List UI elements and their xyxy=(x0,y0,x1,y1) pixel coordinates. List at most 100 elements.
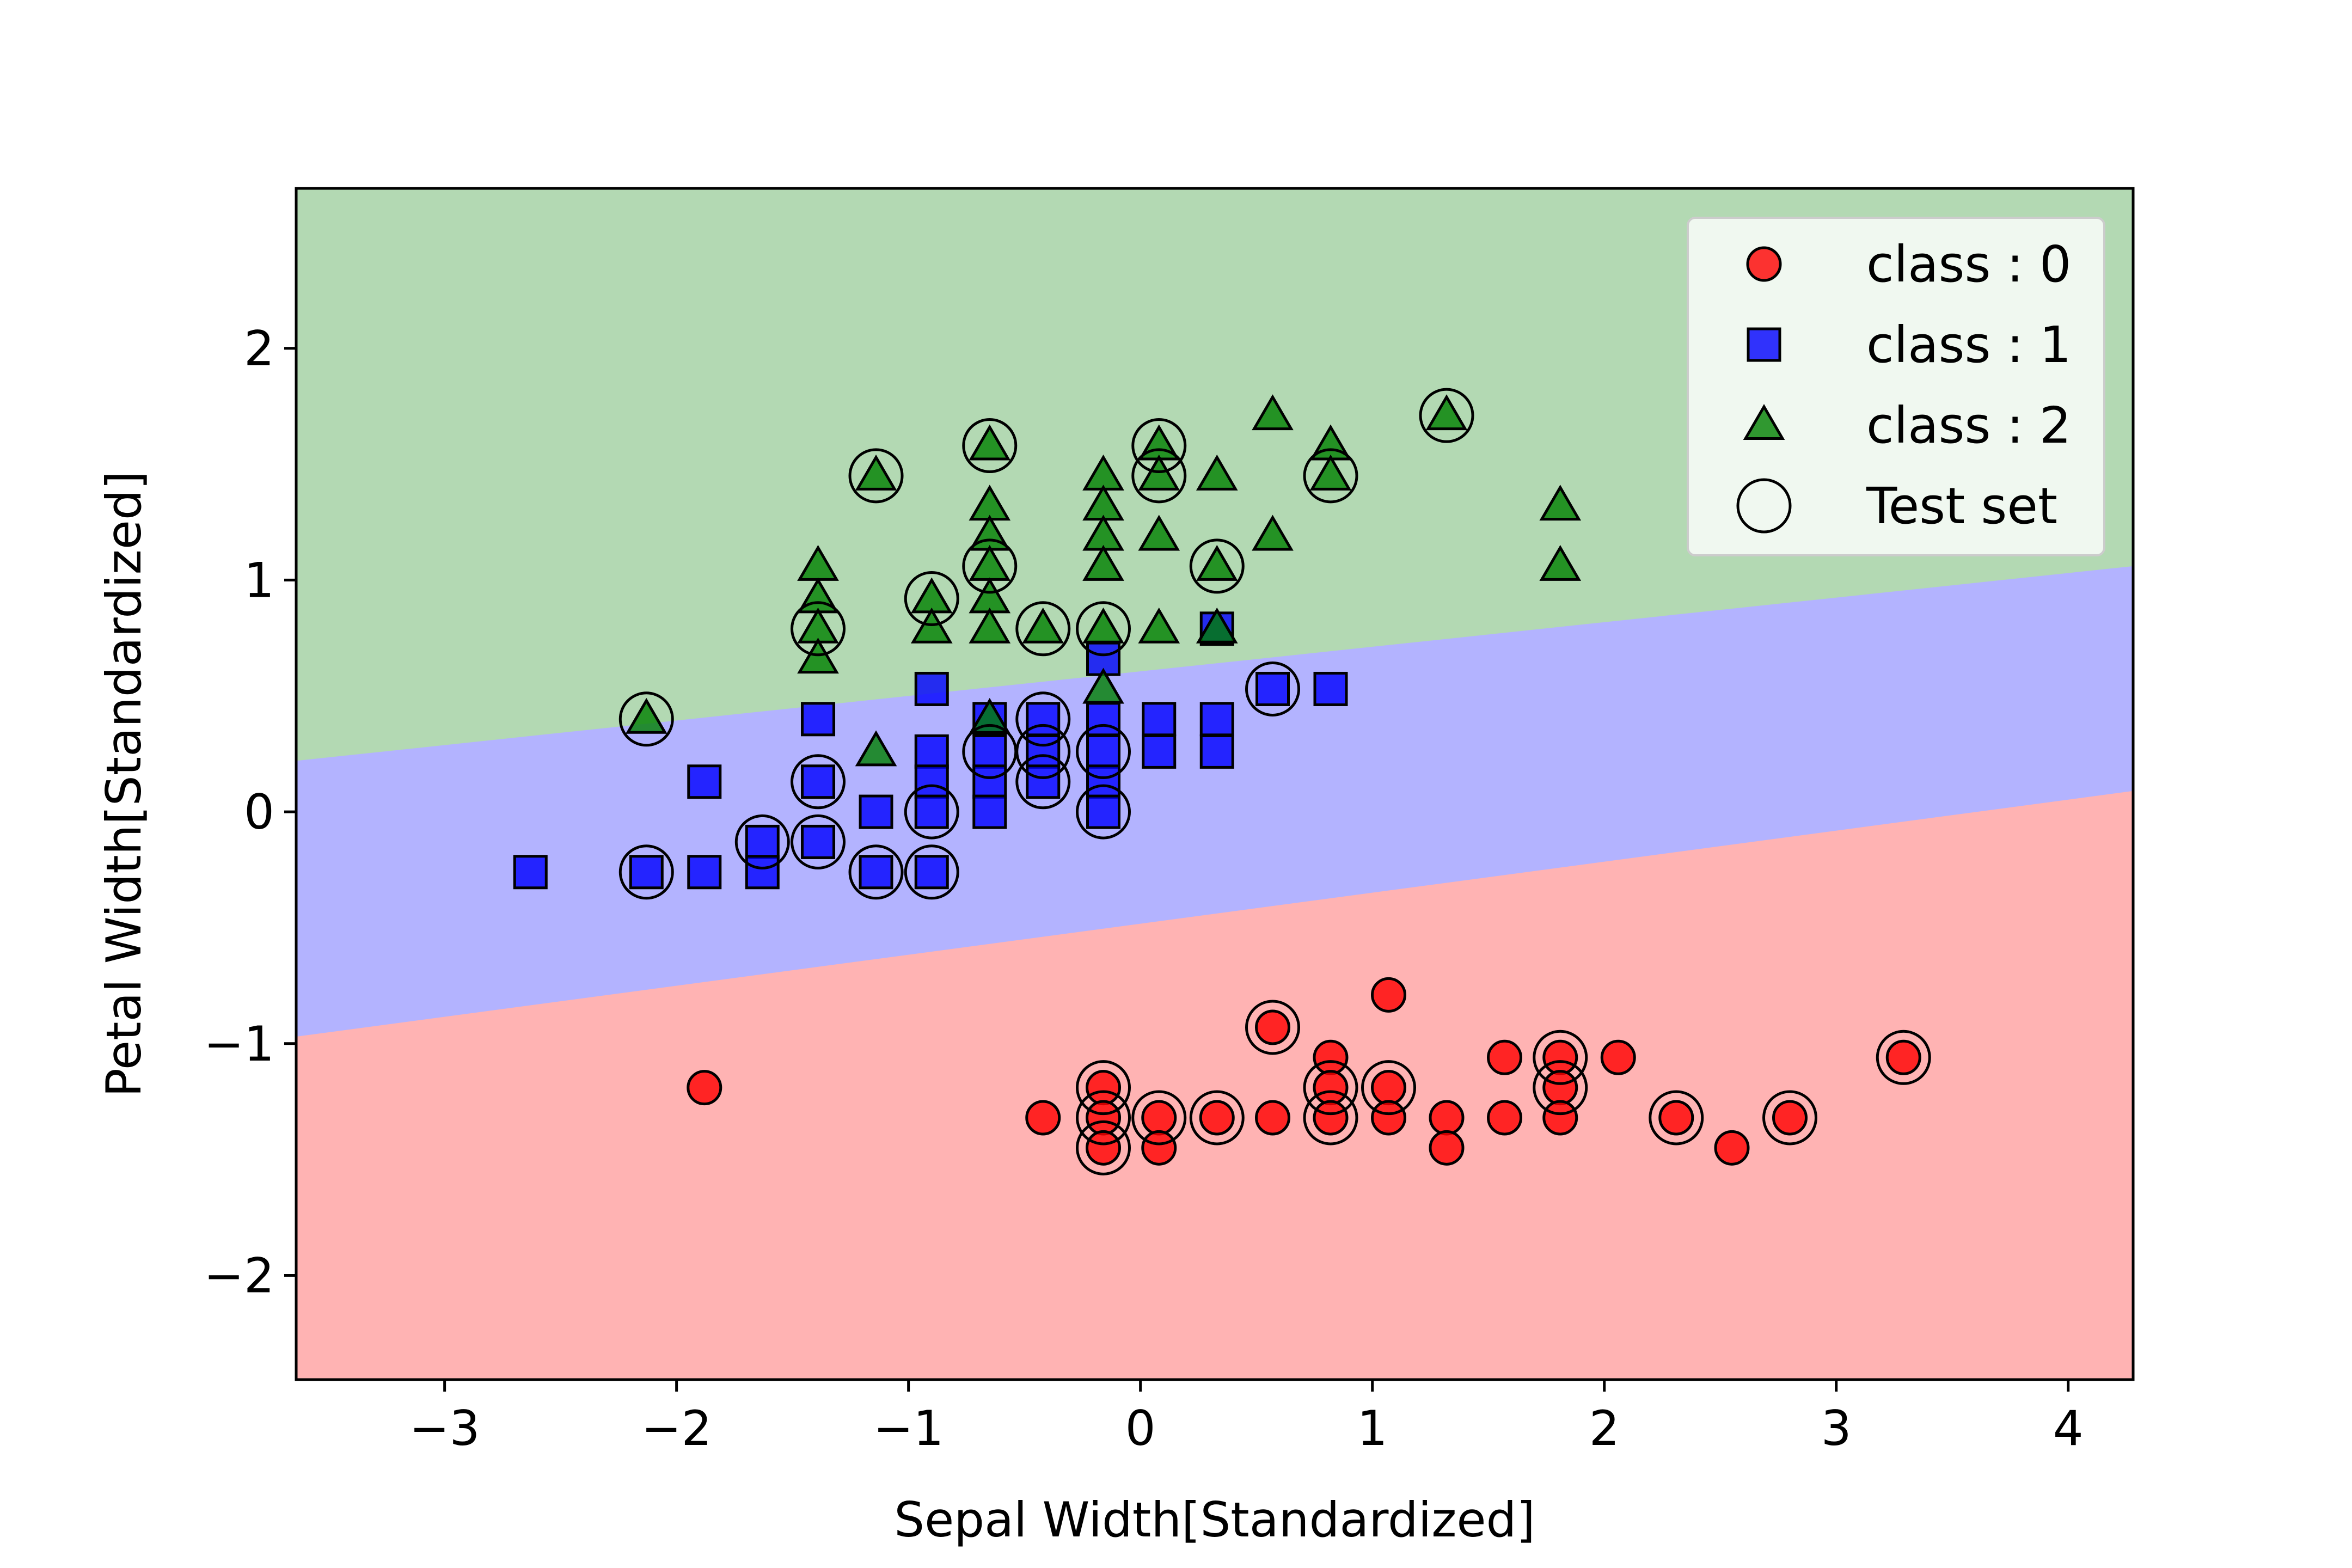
data-point xyxy=(972,794,1007,829)
y-tick-label: 1 xyxy=(244,552,274,608)
y-tick-label: −1 xyxy=(204,1016,274,1072)
y-tick-label: 0 xyxy=(244,784,274,840)
data-markers xyxy=(513,388,1931,1175)
x-tick-label: 2 xyxy=(1589,1400,1620,1456)
data-point xyxy=(1255,1100,1291,1136)
data-point xyxy=(513,855,548,890)
data-point xyxy=(1142,734,1177,769)
data-point xyxy=(972,764,1007,799)
data-point xyxy=(1076,784,1131,840)
data-point xyxy=(745,824,780,859)
data-point xyxy=(972,734,1007,769)
data-point xyxy=(1487,1039,1523,1075)
data-point xyxy=(1131,418,1187,474)
data-point xyxy=(1876,1030,1931,1085)
data-point xyxy=(1199,702,1234,737)
legend-entry: Test set xyxy=(1736,477,2057,535)
data-point xyxy=(1026,734,1061,769)
data-point xyxy=(791,754,846,810)
legend-marker xyxy=(1747,327,1781,362)
legend-label: class : 2 xyxy=(1866,396,2071,455)
data-point xyxy=(859,794,893,829)
y-tick-label: 2 xyxy=(244,321,274,377)
data-point xyxy=(1022,607,1064,644)
data-point xyxy=(1086,702,1121,737)
data-point xyxy=(1189,1090,1245,1146)
legend-label: class : 1 xyxy=(1866,316,2071,374)
data-point xyxy=(1245,1000,1301,1055)
data-point xyxy=(629,855,664,890)
data-point xyxy=(1252,394,1294,431)
data-point xyxy=(904,844,959,900)
data-point xyxy=(1371,1100,1407,1136)
data-point xyxy=(1255,1009,1291,1045)
legend-entries: class : 0 class : 1 class : 2 Test set xyxy=(1736,235,2071,535)
x-tick-label: 1 xyxy=(1357,1400,1388,1456)
data-point xyxy=(1658,1100,1694,1136)
legend-box xyxy=(1687,217,2105,556)
data-point xyxy=(1371,1070,1407,1106)
legend-marker xyxy=(1743,404,1785,440)
data-point xyxy=(904,784,959,840)
data-point xyxy=(687,1070,722,1106)
data-point xyxy=(1141,1130,1177,1166)
data-point xyxy=(1539,485,1582,521)
data-point xyxy=(1026,702,1061,737)
data-point xyxy=(1141,1100,1177,1136)
x-axis-ticks: −3 −2 −1 0 1 2 3 4 xyxy=(409,1380,2084,1456)
data-point xyxy=(1429,1130,1465,1166)
data-point xyxy=(962,538,1018,594)
data-point xyxy=(1076,1120,1131,1175)
data-point xyxy=(969,607,1011,644)
y-axis-ticks: −2 −1 0 1 2 xyxy=(204,321,296,1303)
data-point xyxy=(969,424,1011,461)
plot-frame xyxy=(295,187,2135,1381)
data-point xyxy=(1429,1100,1465,1136)
data-point xyxy=(1313,1070,1349,1106)
data-point xyxy=(734,814,790,869)
data-point xyxy=(1533,1060,1588,1116)
data-point xyxy=(1303,1060,1358,1116)
x-tick-label: 3 xyxy=(1821,1400,1852,1456)
data-point xyxy=(962,418,1018,474)
data-point xyxy=(801,764,836,799)
x-tick-label: −1 xyxy=(873,1400,944,1456)
data-point xyxy=(791,814,846,869)
data-point xyxy=(1419,388,1474,443)
data-point xyxy=(914,734,949,769)
data-point xyxy=(1425,394,1468,431)
x-tick-label: −3 xyxy=(409,1400,480,1456)
legend: class : 0 class : 1 class : 2 Test set xyxy=(1687,217,2105,556)
data-point xyxy=(1772,1100,1808,1136)
data-point xyxy=(1533,1030,1588,1085)
data-point xyxy=(1371,977,1407,1013)
data-point xyxy=(1086,734,1121,769)
data-point xyxy=(801,824,836,859)
data-point xyxy=(1885,1039,1921,1075)
data-point xyxy=(1245,661,1301,716)
y-tick-label: −2 xyxy=(204,1247,274,1303)
data-point xyxy=(1138,454,1180,491)
data-point xyxy=(1082,544,1124,581)
legend-marker xyxy=(1746,246,1782,282)
data-point xyxy=(1539,544,1582,581)
data-point xyxy=(1015,754,1071,810)
data-point xyxy=(1076,1060,1131,1116)
data-point xyxy=(687,764,722,799)
data-point xyxy=(1076,1090,1131,1146)
data-point xyxy=(1199,734,1234,769)
legend-label: Test set xyxy=(1866,477,2057,535)
x-tick-label: 0 xyxy=(1125,1400,1156,1456)
data-point xyxy=(1762,1090,1818,1146)
data-point xyxy=(1086,1130,1122,1166)
data-point xyxy=(1142,702,1177,737)
data-point xyxy=(1313,671,1348,706)
series-0 xyxy=(687,977,1921,1166)
legend-entry: class : 1 xyxy=(1747,316,2071,374)
data-point xyxy=(1076,724,1131,779)
data-point xyxy=(914,855,949,890)
data-point xyxy=(1086,794,1121,829)
data-point xyxy=(914,764,949,799)
data-point xyxy=(1015,601,1071,657)
data-point xyxy=(1082,607,1124,644)
